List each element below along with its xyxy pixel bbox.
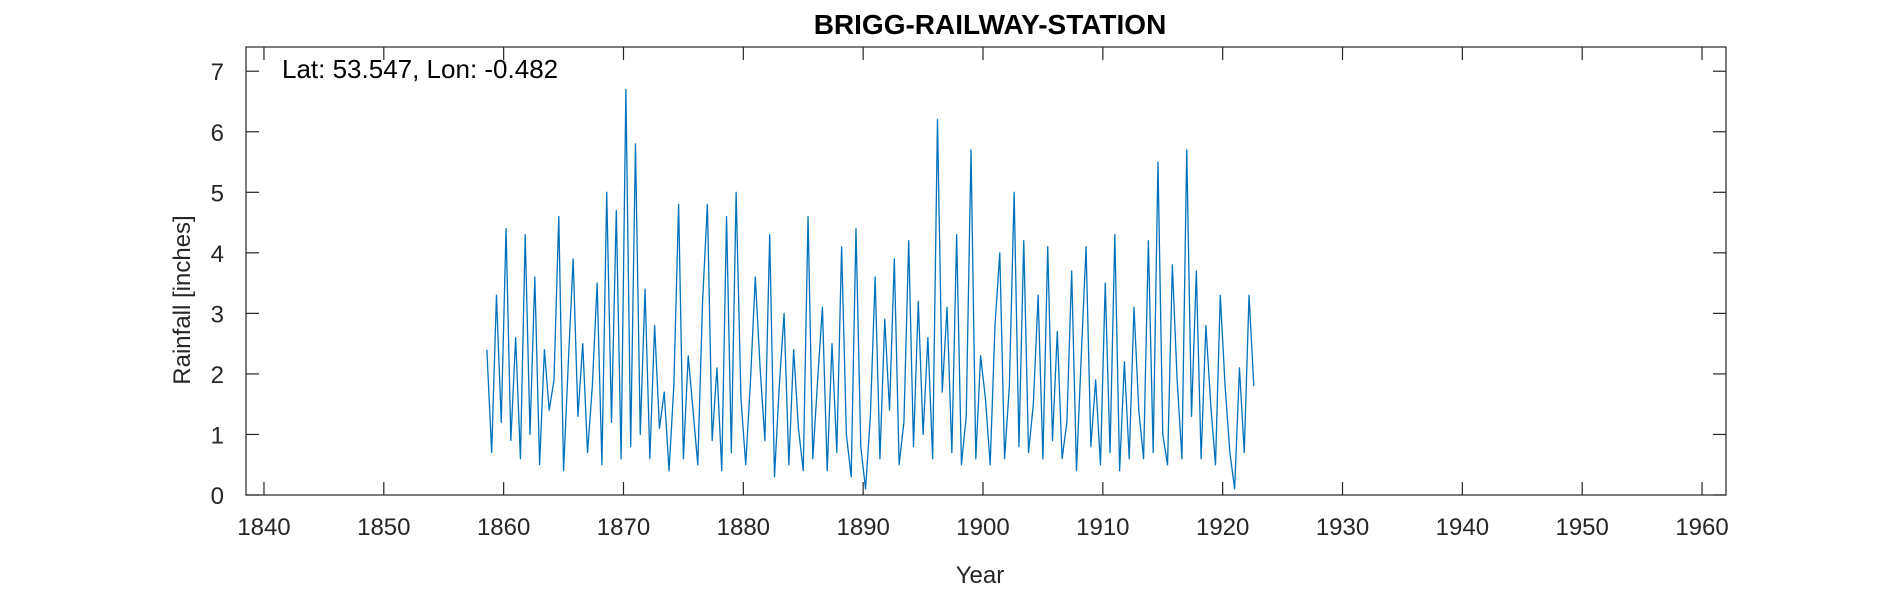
x-tick-label: 1850 [357,514,410,541]
y-tick-label: 1 [211,422,224,449]
x-axis: 1840 1850 1860 1870 1880 1890 1900 1910 1920 1930… [237,47,1729,541]
y-tick-label: 6 [211,120,224,147]
x-tick-label: 1930 [1316,514,1369,541]
x-tick-label: 1910 [1076,514,1129,541]
x-tick-label: 1860 [477,514,530,541]
x-tick-label: 1840 [237,514,290,541]
data-series [486,88,1255,490]
chart-title: BRIGG-RAILWAY-STATION [814,9,1167,40]
y-tick-label: 3 [211,301,224,328]
x-tick-label: 1940 [1436,514,1489,541]
rainfall-line-series [486,88,1255,490]
x-tick-label: 1960 [1675,514,1728,541]
y-tick-label: 4 [211,241,224,268]
y-tick-label: 5 [211,180,224,207]
x-tick-label: 1870 [597,514,650,541]
location-annotation: Lat: 53.547, Lon: -0.482 [282,54,558,84]
y-tick-label: 2 [211,362,224,389]
y-tick-label: 7 [211,59,224,86]
x-tick-label: 1890 [836,514,889,541]
x-axis-label: Year [956,562,1005,589]
x-tick-label: 1900 [956,514,1009,541]
y-tick-label: 0 [211,483,224,510]
x-tick-label: 1920 [1196,514,1249,541]
axes-frame [245,46,1727,496]
x-tick-label: 1880 [717,514,770,541]
x-tick-label: 1950 [1555,514,1608,541]
y-axis-label: Rainfall [inches] [169,215,196,384]
plot-area [245,46,1727,496]
y-axis: 0 1 2 3 4 5 6 7 [211,59,1726,510]
